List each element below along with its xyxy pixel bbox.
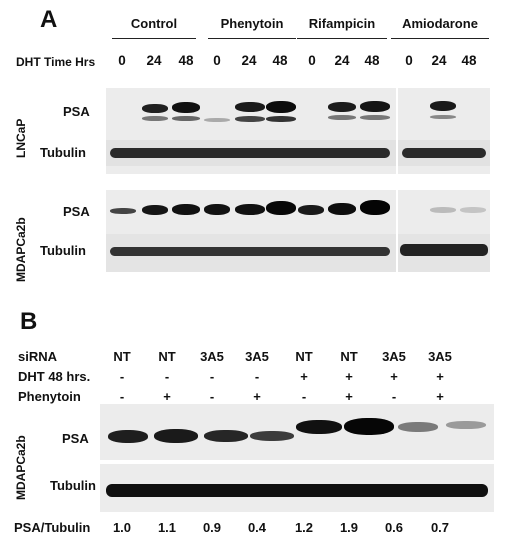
dht-cell: + bbox=[300, 369, 308, 384]
group-underline-phenytoin bbox=[208, 38, 296, 39]
tubulin-row-label: Tubulin bbox=[40, 243, 86, 258]
sirna-cell: 3A5 bbox=[428, 349, 452, 364]
dht-row-label: DHT 48 hrs. bbox=[18, 369, 91, 384]
tubulin-row-label: Tubulin bbox=[40, 145, 86, 160]
timepoint: 24 bbox=[241, 53, 257, 68]
psa-tubulin-ratio-value: 0.9 bbox=[202, 520, 222, 535]
panel-a-letter: A bbox=[40, 6, 58, 33]
dht-cell: - bbox=[119, 369, 125, 384]
sirna-cell: 3A5 bbox=[382, 349, 406, 364]
timepoint: 24 bbox=[146, 53, 162, 68]
timepoint: 24 bbox=[431, 53, 447, 68]
dht-time-label: DHT Time Hrs bbox=[16, 55, 96, 69]
timepoint: 0 bbox=[118, 53, 126, 68]
psa-row-label: PSA bbox=[63, 104, 90, 119]
group-underline-control bbox=[112, 38, 196, 39]
lncap-blot-left bbox=[106, 88, 396, 174]
phenytoin-cell: + bbox=[253, 389, 261, 404]
group-label-rifampicin: Rifampicin bbox=[308, 16, 376, 31]
psa-row-label-b: PSA bbox=[62, 431, 89, 446]
sirna-cell: NT bbox=[113, 349, 131, 364]
mdapca2b-blot-left bbox=[106, 190, 396, 272]
dht-cell: - bbox=[254, 369, 260, 384]
dht-cell: - bbox=[164, 369, 170, 384]
sirna-cell: 3A5 bbox=[200, 349, 224, 364]
phenytoin-cell: + bbox=[163, 389, 171, 404]
psa-tubulin-ratio-value: 1.0 bbox=[112, 520, 132, 535]
tubulin-row-label-b: Tubulin bbox=[50, 478, 96, 493]
timepoint: 24 bbox=[334, 53, 350, 68]
cell-line-label-lncap: LNCaP bbox=[14, 118, 28, 158]
cell-line-label-mdapca2b: MDAPCa2b bbox=[14, 217, 28, 282]
group-label-phenytoin: Phenytoin bbox=[220, 16, 284, 31]
phenytoin-cell: + bbox=[345, 389, 353, 404]
dht-cell: + bbox=[345, 369, 353, 384]
psa-tubulin-ratio-value: 1.9 bbox=[339, 520, 359, 535]
panel-b-psa-blot bbox=[100, 404, 494, 460]
timepoint: 48 bbox=[178, 53, 194, 68]
psa-tubulin-ratio-value: 0.7 bbox=[430, 520, 450, 535]
psa-tubulin-ratio-label: PSA/Tubulin bbox=[14, 520, 91, 535]
timepoint: 48 bbox=[272, 53, 288, 68]
phenytoin-cell: - bbox=[391, 389, 397, 404]
group-underline-amiodarone bbox=[391, 38, 489, 39]
group-label-control: Control bbox=[130, 16, 178, 31]
lncap-blot-right bbox=[398, 88, 490, 174]
dht-cell: + bbox=[436, 369, 444, 384]
phenytoin-cell: - bbox=[119, 389, 125, 404]
dht-cell: + bbox=[390, 369, 398, 384]
group-underline-rifampicin bbox=[297, 38, 387, 39]
dht-cell: - bbox=[209, 369, 215, 384]
psa-row-label: PSA bbox=[63, 204, 90, 219]
timepoint: 48 bbox=[461, 53, 477, 68]
sirna-row-label: siRNA bbox=[18, 349, 58, 364]
timepoint: 0 bbox=[308, 53, 316, 68]
panel-b-letter: B bbox=[20, 308, 38, 335]
sirna-cell: 3A5 bbox=[245, 349, 269, 364]
timepoint: 0 bbox=[405, 53, 413, 68]
phenytoin-cell: - bbox=[301, 389, 307, 404]
phenytoin-row-label: Phenytoin bbox=[18, 389, 81, 404]
psa-tubulin-ratio-value: 1.1 bbox=[157, 520, 177, 535]
phenytoin-cell: - bbox=[209, 389, 215, 404]
group-label-amiodarone: Amiodarone bbox=[402, 16, 478, 31]
timepoint: 48 bbox=[364, 53, 380, 68]
psa-tubulin-ratio-value: 1.2 bbox=[294, 520, 314, 535]
psa-tubulin-ratio-value: 0.6 bbox=[384, 520, 404, 535]
sirna-cell: NT bbox=[158, 349, 176, 364]
timepoint: 0 bbox=[213, 53, 221, 68]
sirna-cell: NT bbox=[295, 349, 313, 364]
cell-line-label-mdapca2b-b: MDAPCa2b bbox=[14, 435, 28, 500]
panel-b-tubulin-blot bbox=[100, 464, 494, 512]
phenytoin-cell: + bbox=[436, 389, 444, 404]
psa-tubulin-ratio-value: 0.4 bbox=[247, 520, 267, 535]
sirna-cell: NT bbox=[340, 349, 358, 364]
mdapca2b-blot-right bbox=[398, 190, 490, 272]
